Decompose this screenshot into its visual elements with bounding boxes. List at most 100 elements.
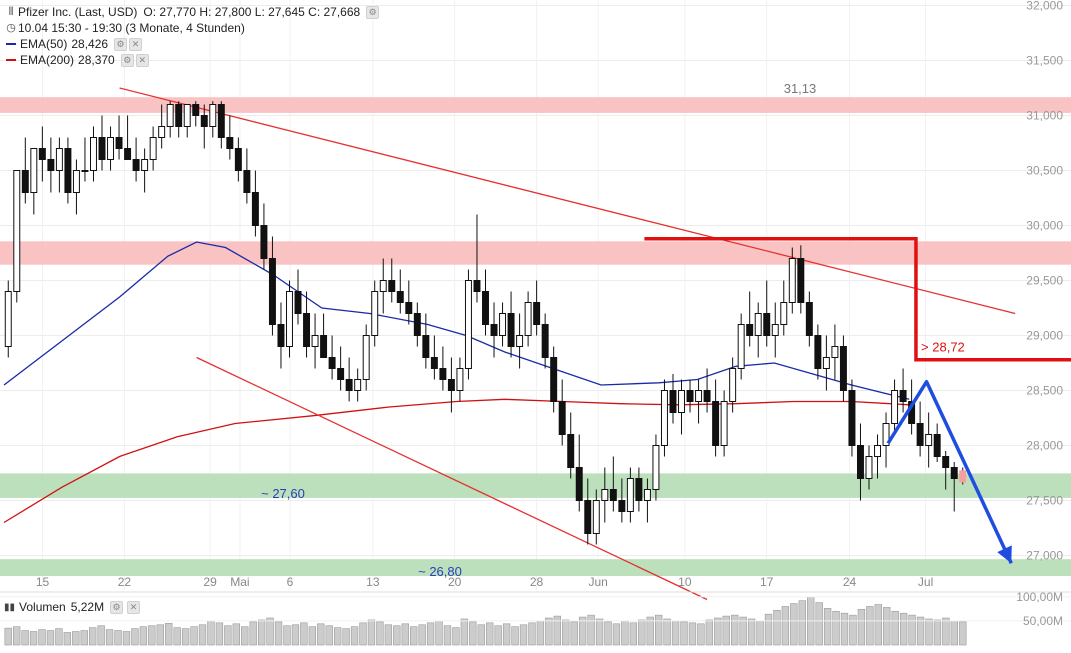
candle-body bbox=[124, 148, 132, 160]
volume-bar bbox=[553, 615, 561, 646]
volume-bar bbox=[688, 622, 697, 646]
volume-bar bbox=[790, 603, 798, 646]
price-tick-label: 28,000 bbox=[1026, 439, 1063, 453]
volume-bar bbox=[815, 602, 823, 646]
time-tick-label: 10 bbox=[678, 575, 692, 589]
candle-body bbox=[166, 104, 174, 127]
candle-body bbox=[882, 423, 890, 446]
zone-label: ~ 26,80 bbox=[418, 564, 462, 579]
time-tick-label: Jun bbox=[588, 575, 607, 589]
price-zone bbox=[0, 241, 1071, 265]
candle-body bbox=[371, 291, 379, 336]
candle-body bbox=[891, 390, 899, 424]
candle-body bbox=[533, 302, 541, 325]
time-tick-label: 20 bbox=[448, 575, 462, 589]
volume-tick-label: 100,00M bbox=[1016, 590, 1063, 604]
volume-bar bbox=[545, 617, 553, 646]
time-tick-label: 13 bbox=[366, 575, 380, 589]
volume-bar bbox=[959, 621, 967, 646]
ema50-swatch bbox=[6, 43, 16, 45]
volume-bar bbox=[443, 625, 452, 646]
price-axis: 32,000 31,500 31,000 30,500 30,000 29,500 29,0… bbox=[1026, 0, 1063, 563]
price-zone bbox=[0, 559, 1071, 576]
candle-body bbox=[405, 302, 413, 314]
volume-bar bbox=[595, 618, 604, 646]
candle-body bbox=[89, 137, 97, 171]
volume-bar bbox=[55, 628, 63, 646]
candle-body bbox=[354, 379, 362, 391]
candle-body bbox=[107, 137, 115, 160]
volume-bar bbox=[232, 623, 240, 646]
volume-bar bbox=[283, 625, 291, 646]
ema200-settings-icon[interactable]: ⚙ bbox=[120, 53, 134, 67]
volume-bar bbox=[857, 609, 866, 646]
volume-bar bbox=[173, 627, 181, 646]
volume-bar bbox=[207, 620, 215, 646]
time-axis: 15 22 29 Mai 6 13 20 28 Jun 10 17 24 Jul bbox=[36, 575, 933, 589]
time-tick-label: 28 bbox=[530, 575, 544, 589]
candle-body bbox=[550, 357, 558, 402]
candle-body bbox=[899, 390, 907, 402]
volume-bar bbox=[190, 626, 198, 646]
volume-bar bbox=[426, 622, 435, 646]
time-tick-label: Jul bbox=[918, 575, 933, 589]
chart-legend: ⫴ Pfizer Inc. (Last, USD) O: 27,770 H: 2… bbox=[4, 4, 380, 68]
candle-body bbox=[626, 478, 634, 512]
volume-bar bbox=[883, 607, 891, 646]
volume-bar bbox=[156, 624, 164, 646]
volume-bar bbox=[393, 625, 401, 646]
volume-bar bbox=[46, 630, 55, 646]
legend-ema200-row: EMA(200) 28,370 ⚙ ✕ bbox=[4, 52, 379, 68]
volume-bar bbox=[165, 623, 173, 646]
candle-body bbox=[396, 291, 404, 303]
volume-close-icon[interactable]: ✕ bbox=[127, 600, 141, 614]
time-tick-label: 24 bbox=[843, 575, 857, 589]
candle-body bbox=[814, 335, 822, 369]
candle-icon: ⫴ bbox=[8, 6, 14, 18]
volume-bar bbox=[274, 621, 283, 646]
volume-bar bbox=[950, 620, 959, 646]
volume-bar bbox=[300, 622, 308, 646]
price-tick-label: 32,000 bbox=[1026, 0, 1063, 13]
volume-value: 5,22M bbox=[70, 600, 105, 614]
volume-bar bbox=[502, 623, 511, 646]
candle-body bbox=[192, 104, 200, 116]
volume-bar bbox=[477, 624, 485, 646]
candle-body bbox=[132, 159, 140, 171]
ema50-settings-icon[interactable]: ⚙ bbox=[114, 37, 128, 51]
candle-body bbox=[47, 159, 55, 171]
candle-body bbox=[839, 346, 847, 391]
candle-body bbox=[447, 379, 455, 391]
volume-bar bbox=[333, 627, 342, 646]
candle-body bbox=[592, 500, 600, 534]
candle-body bbox=[30, 148, 38, 193]
candle-body bbox=[98, 137, 106, 160]
candle-body bbox=[584, 500, 592, 534]
volume-bar bbox=[731, 614, 739, 646]
candle-body bbox=[260, 225, 268, 259]
time-tick-label: 22 bbox=[118, 575, 132, 589]
candle-body bbox=[788, 258, 796, 303]
volume-bar bbox=[342, 628, 350, 646]
volume-bar bbox=[916, 616, 925, 646]
volume-panel: 100,00M 50,00M bbox=[0, 590, 1071, 646]
ema200-close-icon[interactable]: ✕ bbox=[135, 53, 149, 67]
volume-bar bbox=[908, 614, 916, 646]
candle-body bbox=[234, 148, 242, 171]
volume-bar bbox=[249, 621, 257, 646]
volume-bar bbox=[38, 629, 46, 646]
volume-bar bbox=[224, 625, 232, 646]
settings-icon[interactable]: ⚙ bbox=[366, 5, 380, 19]
target-label: > 28,72 bbox=[921, 340, 965, 355]
volume-bar bbox=[654, 614, 663, 646]
candle-body bbox=[609, 489, 617, 501]
price-tick-label: 30,000 bbox=[1026, 219, 1063, 233]
candle-body bbox=[567, 434, 575, 468]
candle-body bbox=[780, 302, 788, 325]
candle-body bbox=[575, 467, 583, 501]
volume-bar bbox=[756, 620, 764, 646]
ema50-close-icon[interactable]: ✕ bbox=[129, 37, 143, 51]
candle-body bbox=[482, 291, 489, 325]
volume-settings-icon[interactable]: ⚙ bbox=[110, 600, 124, 614]
